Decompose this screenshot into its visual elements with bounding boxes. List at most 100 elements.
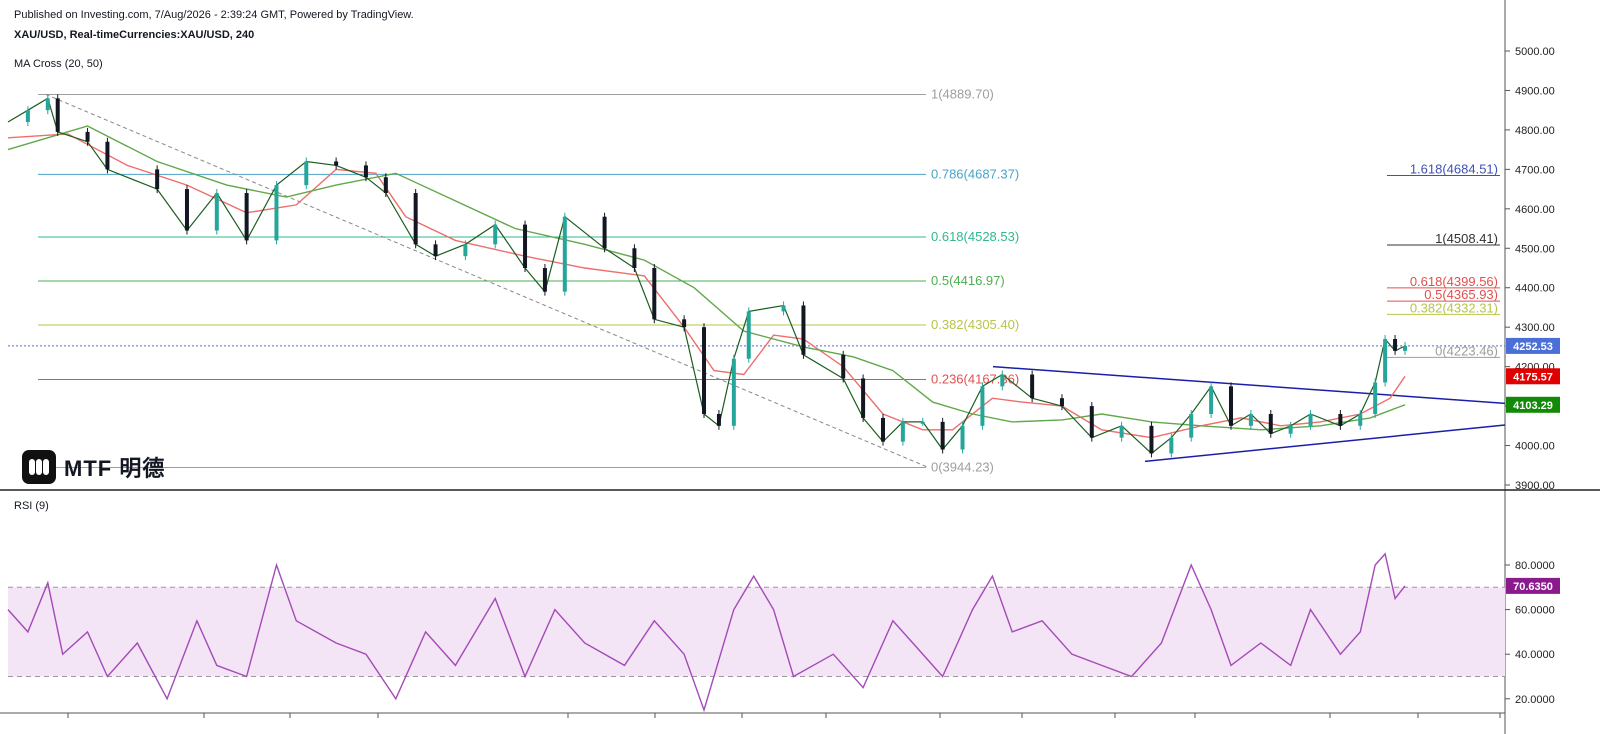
candle-body [801,305,806,355]
rsi-tick-label: 80.0000 [1515,560,1555,572]
fib-level-label: 1(4889.70) [931,87,994,102]
candle-body [1169,437,1174,454]
candle-body [652,268,657,320]
candle-body [1189,413,1194,438]
candle-body [1248,413,1253,426]
fib-ext-label: 1(4508.41) [1435,231,1498,246]
candle-body [920,421,925,424]
candle-body [562,216,567,292]
candle-body [1383,339,1388,383]
price-tick-label: 4400.00 [1515,283,1555,295]
price-tick-label: 3900.00 [1515,480,1555,492]
candle-body [433,244,438,257]
candle-body [1119,425,1124,438]
candle-body [880,417,885,442]
price-tick-label: 4300.00 [1515,322,1555,334]
rsi-line [7,552,1406,713]
ma-cross-label: MA Cross (20, 50) [14,58,103,70]
candle-body [45,98,50,111]
candle-body [1149,425,1154,454]
candle-body [184,189,189,231]
candle-body [304,161,309,186]
fib-level-label: 0.786(4687.37) [931,166,1019,181]
candle-body [682,319,687,328]
candle-body [960,425,965,450]
candle-body [1000,374,1005,387]
logo-text: MTF 明德 [64,456,166,481]
symbol-title: XAU/USD, Real-timeCurrencies:XAU/USD, 24… [14,29,255,41]
candle-body [334,161,339,166]
candle-body [980,386,985,426]
candle-body [1030,374,1035,399]
candle-body [1373,382,1378,414]
candle-body [493,224,498,245]
candle-body [383,177,388,194]
fib-ext-label: 0.5(4365.93) [1424,287,1498,302]
candle-body [542,268,547,292]
price-badge-label: 4175.57 [1513,371,1553,383]
fib-level-label: 0.5(4416.97) [931,273,1005,288]
candle-body [1288,425,1293,434]
candle-body [940,421,945,450]
price-tick-label: 4600.00 [1515,204,1555,216]
candle-body [1308,413,1313,426]
price-badge [1506,337,1560,354]
candle-body [746,311,751,359]
candle-body [1393,339,1398,351]
candle-body [702,327,707,414]
price-tick-label: 4000.00 [1515,441,1555,453]
candle-body [1059,398,1064,407]
fib-ext-label: 0.618(4399.56) [1410,274,1498,289]
candle-body [781,305,786,312]
candle-body [1403,345,1407,351]
candle-body [632,248,637,268]
candle-body [214,193,219,231]
candle-body [1209,386,1214,414]
candle-body [244,193,249,241]
mtf-logo-icon [22,450,56,484]
price-tick-label: 4700.00 [1515,164,1555,176]
price-tick-label: 4800.00 [1515,125,1555,137]
fib-level-label: 0.382(4305.40) [931,317,1019,332]
candle-body [861,378,866,418]
ma20-line [7,133,1406,439]
candle-body [1338,413,1343,426]
lower-trendline [1144,424,1506,463]
candle-body [105,141,110,170]
fib-ext-label: 0(4223.46) [1435,343,1498,358]
candle-body [25,110,30,123]
candle-body [274,185,279,241]
fib-level-label: 0.236(4167.36) [931,372,1019,387]
ma50-line [7,125,1406,431]
price-tick-label: 4900.00 [1515,85,1555,97]
rsi-tick-label: 40.0000 [1515,649,1555,661]
price-badge-label: 4103.29 [1513,400,1553,412]
candle-body [1268,413,1273,434]
candle-body [731,358,736,426]
price-line [7,97,1406,455]
upper-trendline [992,365,1506,405]
price-tick-label: 5000.00 [1515,46,1555,58]
rsi-band [8,587,1505,677]
rsi-tick-label: 20.0000 [1515,694,1555,706]
candle-body [1358,413,1363,426]
candle-body [523,224,528,268]
candle-body [1089,406,1094,438]
price-badge [1506,368,1560,385]
mtf-logo: MTF 明德 [22,450,165,484]
candle-body [85,131,90,142]
candle-body [55,98,60,132]
published-info: Published on Investing.com, 7/Aug/2026 -… [14,9,414,21]
price-tick-label: 4500.00 [1515,243,1555,255]
candle-body [463,244,468,257]
rsi-label: RSI (9) [14,500,49,512]
candle-body [1228,386,1233,426]
diagonal-dashed-line [45,93,929,469]
candle-body [363,165,368,178]
candle-body [841,354,846,379]
candle-body [900,421,905,442]
rsi-badge [1506,577,1560,594]
price-badge-label: 4252.53 [1513,341,1553,353]
rsi-tick-label: 60.0000 [1515,605,1555,617]
